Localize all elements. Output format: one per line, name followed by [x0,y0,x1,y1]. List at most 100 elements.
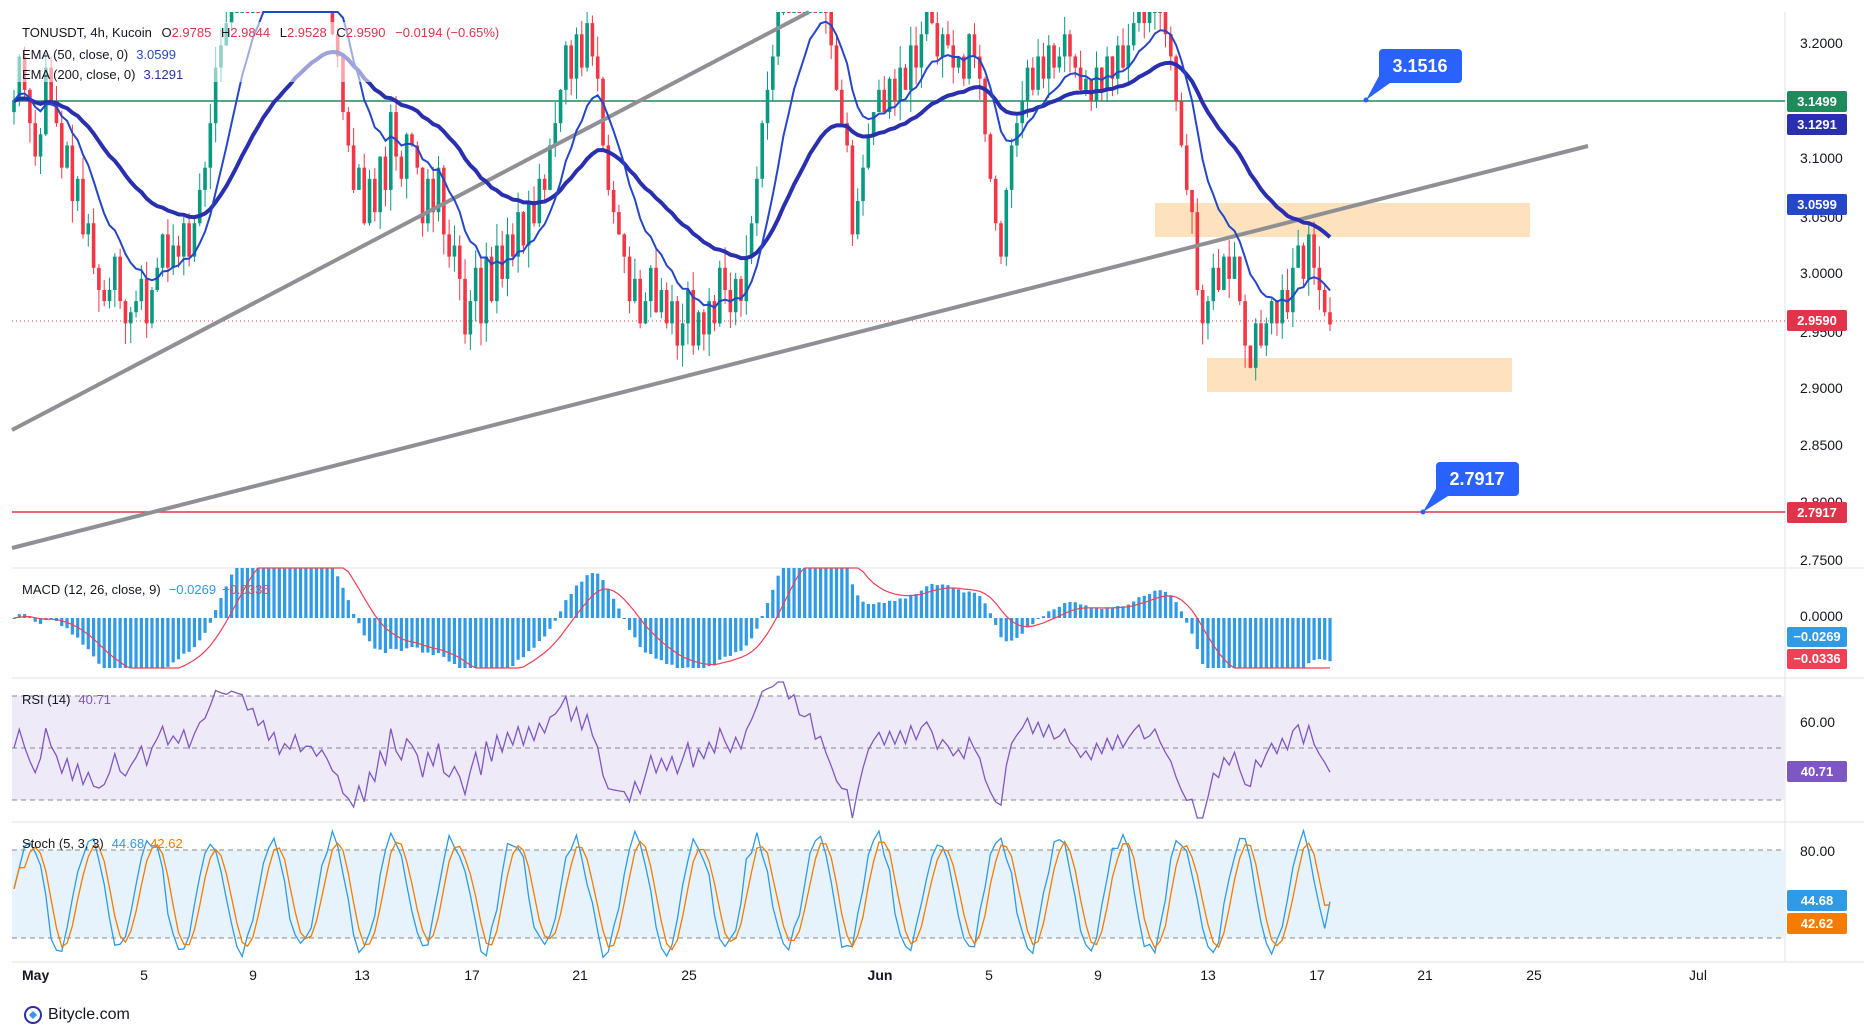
candle-body [569,45,573,79]
macd-bar [1243,618,1247,668]
candle-body [1062,34,1067,57]
candle-body [1248,345,1253,368]
macd-bar [182,618,186,654]
price-tick: 3.2000 [1800,35,1843,51]
stoch-band [12,850,1785,938]
candle-body [739,278,743,302]
footer-brand[interactable]: Bitycle.com [24,1006,130,1024]
candle-body [373,178,377,213]
candle-body [1243,301,1247,346]
candle-body [1068,34,1072,57]
candle-body [1115,45,1120,79]
macd-axis-tick: 0.0000 [1800,608,1843,624]
candle-body [65,145,69,168]
candle-body [1200,290,1205,324]
candle-body [197,189,202,224]
macd-bar [808,568,812,618]
candle-body [532,201,536,224]
candle-body [733,278,738,313]
macd-bar [479,618,483,668]
candle-body [659,290,664,313]
macd-bar [925,586,929,618]
ema200-line[interactable] [13,49,1332,261]
candle-body [717,267,722,324]
macd-bar [516,618,520,660]
callout-upper[interactable]: 3.1516 [1363,49,1463,103]
callout-lower[interactable]: 2.7917 [1420,462,1520,515]
macd-bar [803,568,807,618]
candle-body [495,245,499,302]
candle-body [59,123,64,168]
macd-bar [537,618,541,642]
svg-text:EMA (200, close, 0)3.1291: EMA (200, close, 0) 3.1291 [22,67,183,82]
macd-bar [1211,618,1215,668]
macd-bar [553,618,557,621]
time-label: 25 [681,967,697,983]
macd-bar [935,585,939,618]
macd-bar [123,618,128,668]
macd-bar [813,568,817,618]
candle-body [447,234,451,257]
trendline-2[interactable] [11,144,1589,550]
macd-legend: MACD (12, 26, close, 9) −0.0269 −0.0336 [22,582,269,597]
candle-body [97,267,101,290]
macd-bar [484,618,488,668]
candle-body [49,67,53,101]
candle-body [622,234,627,257]
candle-body [1174,56,1178,101]
badge-green-line: 3.1499 [1797,94,1837,109]
candle-body [1232,256,1237,279]
macd-bar [1110,608,1115,618]
price-badges: 3.1499 3.1291 3.0599 2.9590 2.7917 −0.02… [1787,91,1847,934]
macd-bar [1201,618,1205,664]
time-label: 13 [354,967,370,983]
stoch-d-line [13,840,1331,951]
macd-bar [548,618,552,629]
macd-bar [362,618,366,636]
support-zone[interactable] [1207,358,1512,392]
macd-bar [829,568,833,618]
time-label: 5 [140,967,148,983]
trendline-1[interactable] [11,10,810,432]
candle-body [808,12,812,13]
macd-bar [463,618,467,668]
trendlines[interactable] [11,10,1589,550]
candle-body [452,245,457,257]
macd-bar [1312,618,1316,660]
candle-body [585,23,589,68]
candle-body [935,23,940,57]
candle-body [786,12,791,13]
macd-bar [426,618,430,653]
macd-bar [198,618,202,641]
candle-body [213,67,218,124]
macd-bar [521,618,526,658]
macd-bar [861,601,865,618]
candle-body [993,178,998,224]
ema50-line[interactable] [13,11,1331,309]
macd-bar [1169,595,1173,618]
macd-bar [596,573,600,618]
time-axis[interactable]: May 5 9 13 17 21 25 Jun 5 9 13 17 21 25 … [22,967,1707,983]
candle-body [489,256,494,302]
macd-bar [357,618,361,624]
macd-bar [930,583,934,618]
macd-bar [1084,605,1088,618]
macd-bar [946,585,950,618]
macd-bar [739,618,743,651]
macd-bar [712,618,717,666]
candle-body [797,12,802,13]
candle-body [606,145,611,190]
candle-body [128,312,133,324]
candle-body [627,256,632,302]
macd-bar [12,618,16,619]
macd-bar [1174,602,1178,618]
macd-bar [633,618,637,638]
candle-body [956,56,961,68]
badge-stoch-d: 42.62 [1801,916,1834,931]
candle-body [972,34,977,57]
macd-bar [166,618,170,667]
macd-bar [219,597,223,618]
macd-bar [325,568,329,618]
macd-bar [1052,609,1056,618]
